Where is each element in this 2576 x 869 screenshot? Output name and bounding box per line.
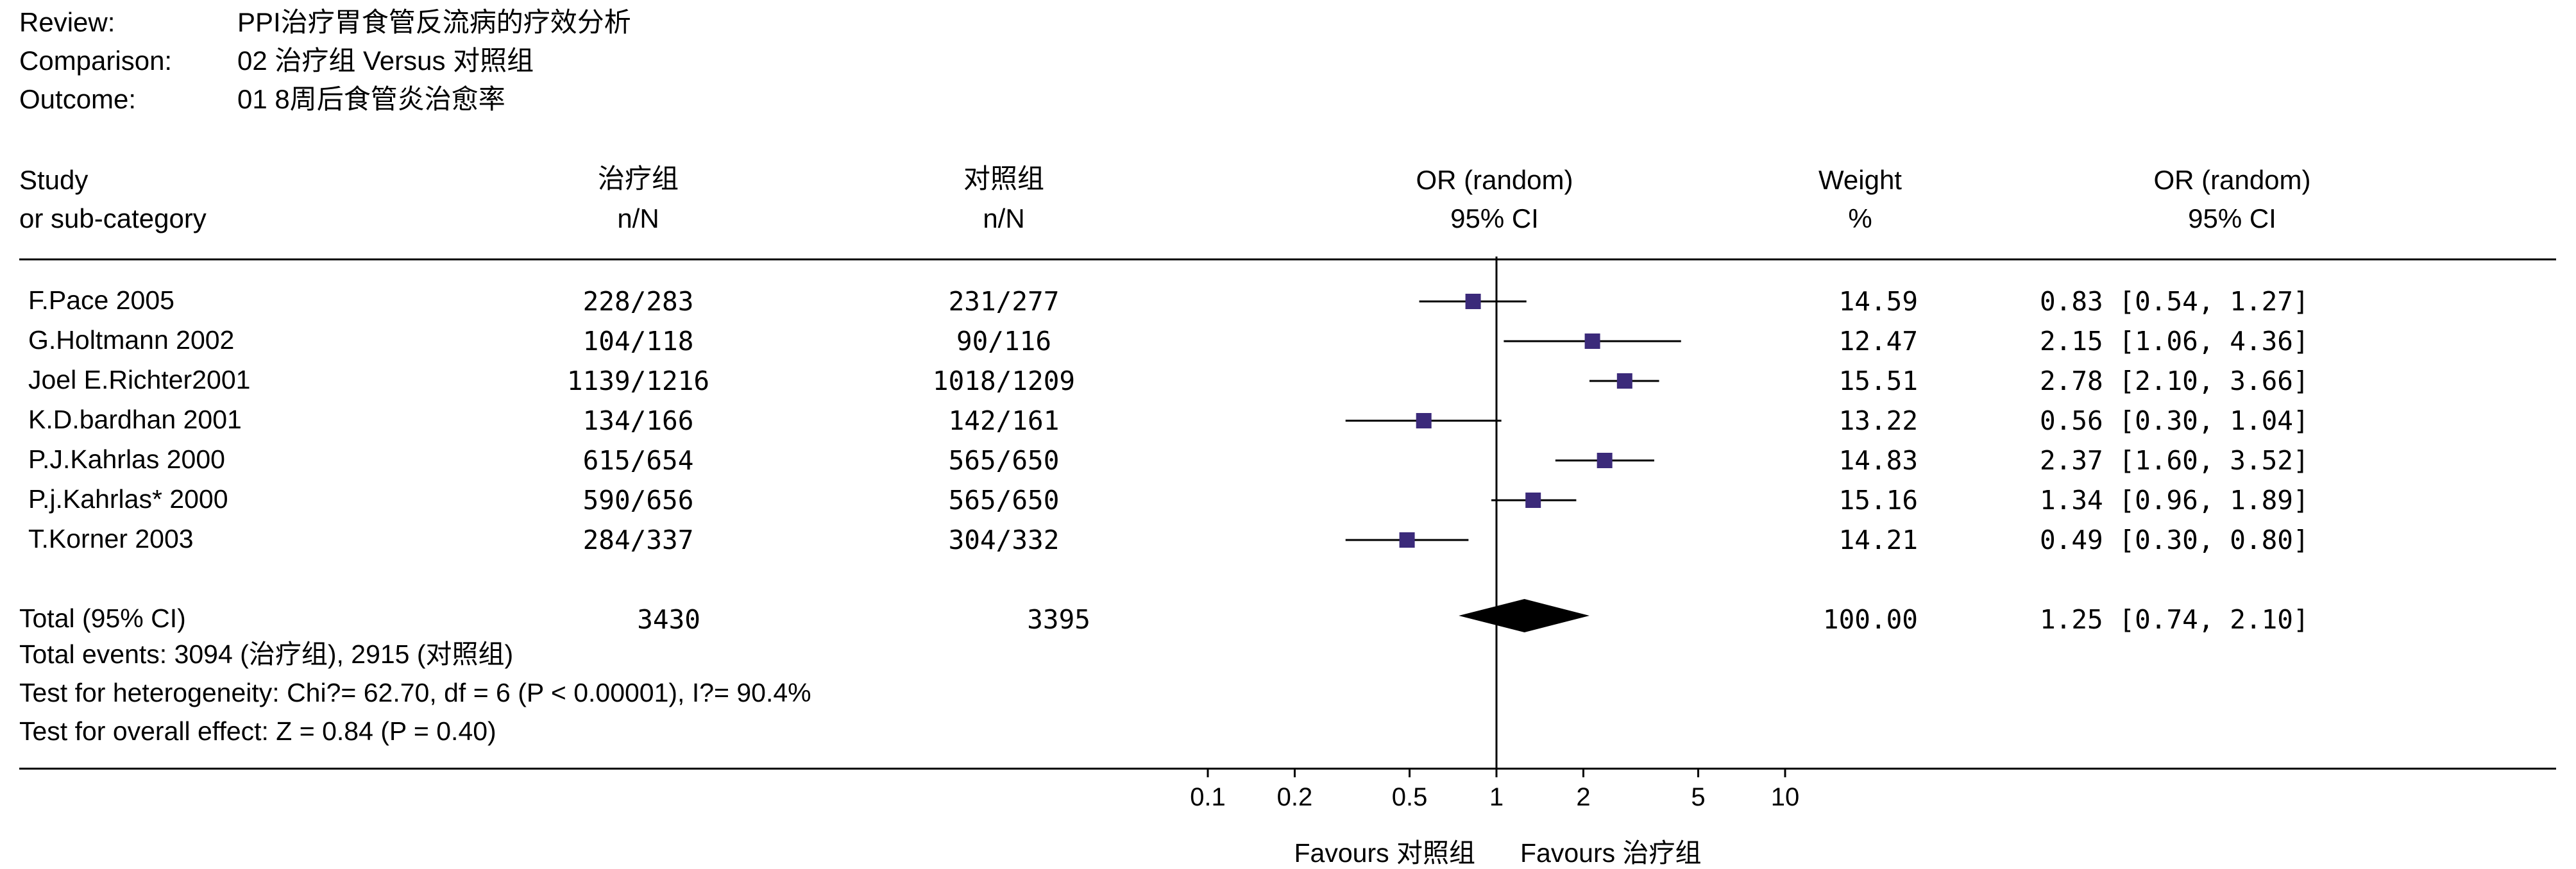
heterogeneity-note: Test for heterogeneity: Chi?= 62.70, df … xyxy=(19,678,811,707)
study-treat: 1139/1216 xyxy=(566,366,710,396)
study-weight: 14.83 xyxy=(1838,445,1918,476)
study-point-marker xyxy=(1616,373,1632,389)
study-treat: 284/337 xyxy=(582,525,694,555)
col-plot-subtitle: 95% CI xyxy=(1450,203,1539,233)
study-weight: 12.47 xyxy=(1838,326,1918,357)
study-point-marker xyxy=(1465,294,1481,309)
header-rule xyxy=(19,258,2556,260)
study-weight: 14.21 xyxy=(1838,525,1918,555)
col-study-title: Study xyxy=(19,165,89,195)
study-weight: 14.59 xyxy=(1838,286,1918,317)
study-point-marker xyxy=(1525,493,1541,508)
x-tick-label: 1 xyxy=(1489,783,1504,811)
study-name: P.j.Kahrlas* 2000 xyxy=(28,484,228,514)
study-ctrl: 304/332 xyxy=(948,525,1060,555)
x-tick-label: 0.1 xyxy=(1190,783,1226,811)
total-events-note: Total events: 3094 (治疗组), 2915 (对照组) xyxy=(19,639,514,669)
study-name: F.Pace 2005 xyxy=(28,285,174,315)
x-tick-label: 0.5 xyxy=(1392,783,1428,811)
study-treat: 228/283 xyxy=(582,286,694,317)
overall-effect-note: Test for overall effect: Z = 0.84 (P = 0… xyxy=(19,716,496,746)
study-treat: 104/118 xyxy=(582,326,694,357)
study-ctrl: 231/277 xyxy=(948,286,1060,317)
study-treat: 134/166 xyxy=(582,405,694,436)
study-ctrl: 565/650 xyxy=(948,445,1060,476)
study-ci: 0.83 [0.54, 1.27] xyxy=(2040,286,2309,317)
total-ctrl: 3395 xyxy=(1027,604,1090,635)
study-name: T.Korner 2003 xyxy=(28,524,194,553)
col-study-subtitle: or sub-category xyxy=(19,203,207,233)
comparison-value: 02 治疗组 Versus 对照组 xyxy=(237,46,534,76)
study-ctrl: 565/650 xyxy=(948,485,1060,516)
study-name: G.Holtmann 2002 xyxy=(28,325,235,355)
review-value: PPI治疗胃食管反流病的疗效分析 xyxy=(237,7,631,37)
col-or-subtitle: 95% CI xyxy=(2188,203,2276,233)
study-point-marker xyxy=(1584,333,1600,349)
study-ctrl: 142/161 xyxy=(948,405,1060,436)
study-ci: 1.34 [0.96, 1.89] xyxy=(2040,485,2309,516)
col-weight-subtitle: % xyxy=(1848,203,1872,233)
total-treat: 3430 xyxy=(637,604,700,635)
outcome-value: 01 8周后食管炎治愈率 xyxy=(237,84,505,114)
comparison-label: Comparison: xyxy=(19,46,173,76)
x-tick-label: 2 xyxy=(1576,783,1590,811)
col-ctrl-title: 对照组 xyxy=(963,164,1044,194)
col-or-title: OR (random) xyxy=(2153,165,2311,195)
col-ctrl-subtitle: n/N xyxy=(983,203,1025,233)
study-ctrl: 90/116 xyxy=(956,326,1052,357)
total-ci: 1.25 [0.74, 2.10] xyxy=(2040,604,2309,635)
study-weight: 13.22 xyxy=(1838,405,1918,436)
outcome-label: Outcome: xyxy=(19,84,137,114)
study-name: K.D.bardhan 2001 xyxy=(28,405,242,434)
favours-treatment-label: Favours 治疗组 xyxy=(1520,838,1702,868)
study-weight: 15.51 xyxy=(1838,366,1918,396)
favours-control-label: Favours 对照组 xyxy=(1294,838,1476,868)
study-ci: 2.78 [2.10, 3.66] xyxy=(2040,366,2309,396)
x-tick-label: 0.2 xyxy=(1277,783,1313,811)
study-point-marker xyxy=(1399,532,1415,548)
study-weight: 15.16 xyxy=(1838,485,1918,516)
study-ci: 2.37 [1.60, 3.52] xyxy=(2040,445,2309,476)
x-tick-label: 5 xyxy=(1691,783,1705,811)
study-point-marker xyxy=(1416,413,1432,428)
review-label: Review: xyxy=(19,7,115,37)
col-treat-subtitle: n/N xyxy=(617,203,659,233)
study-ci: 2.15 [1.06, 4.36] xyxy=(2040,326,2309,357)
x-tick-label: 10 xyxy=(1771,783,1800,811)
study-treat: 590/656 xyxy=(582,485,694,516)
col-treat-title: 治疗组 xyxy=(597,164,679,194)
col-weight-title: Weight xyxy=(1818,165,1902,195)
study-ci: 0.49 [0.30, 0.80] xyxy=(2040,525,2309,555)
study-name: P.J.Kahrlas 2000 xyxy=(28,444,225,474)
col-plot-title: OR (random) xyxy=(1416,165,1573,195)
study-ci: 0.56 [0.30, 1.04] xyxy=(2040,405,2309,436)
study-ctrl: 1018/1209 xyxy=(932,366,1076,396)
footer-rule xyxy=(19,768,2556,770)
total-label: Total (95% CI) xyxy=(19,603,186,633)
pooled-estimate-diamond xyxy=(1459,599,1589,632)
total-weight: 100.00 xyxy=(1822,604,1918,635)
study-name: Joel E.Richter2001 xyxy=(28,365,251,394)
study-treat: 615/654 xyxy=(582,445,694,476)
study-point-marker xyxy=(1597,453,1613,468)
